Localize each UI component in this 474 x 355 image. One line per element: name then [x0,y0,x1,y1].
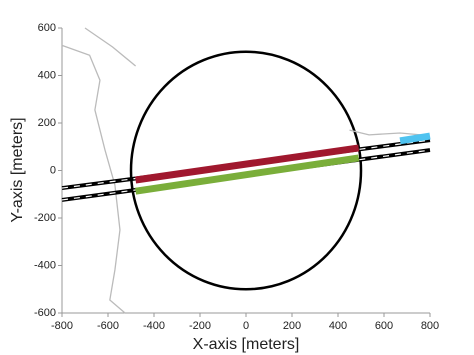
circle [129,50,363,291]
x-axis-title: X-axis [meters] [193,336,300,353]
series-line [135,154,360,195]
series-line [135,144,360,184]
x-tick-label: -600 [97,320,119,332]
y-axis-title: Y-axis [meters] [9,117,26,222]
y-tick-label: -600 [34,307,56,319]
x-tick-label: 800 [421,320,439,332]
series-line [349,129,421,136]
x-tick-label: -800 [51,320,73,332]
x-tick-label: 600 [375,320,393,332]
x-tick-label: 200 [283,320,301,332]
series-line [399,132,431,145]
x-tick-label: 0 [243,320,249,332]
y-tick-label: 0 [50,164,56,176]
y-tick-label: -400 [34,259,56,271]
x-tick-label: 400 [329,320,347,332]
x-tick-label: -200 [189,320,211,332]
series-line [84,27,137,67]
x-tick-label: -400 [143,320,165,332]
y-tick-label: -200 [34,212,56,224]
y-tick-label: 400 [38,69,56,81]
y-tick-label: 600 [38,22,56,34]
y-tick-label: 200 [38,117,56,129]
series-line [61,44,126,314]
